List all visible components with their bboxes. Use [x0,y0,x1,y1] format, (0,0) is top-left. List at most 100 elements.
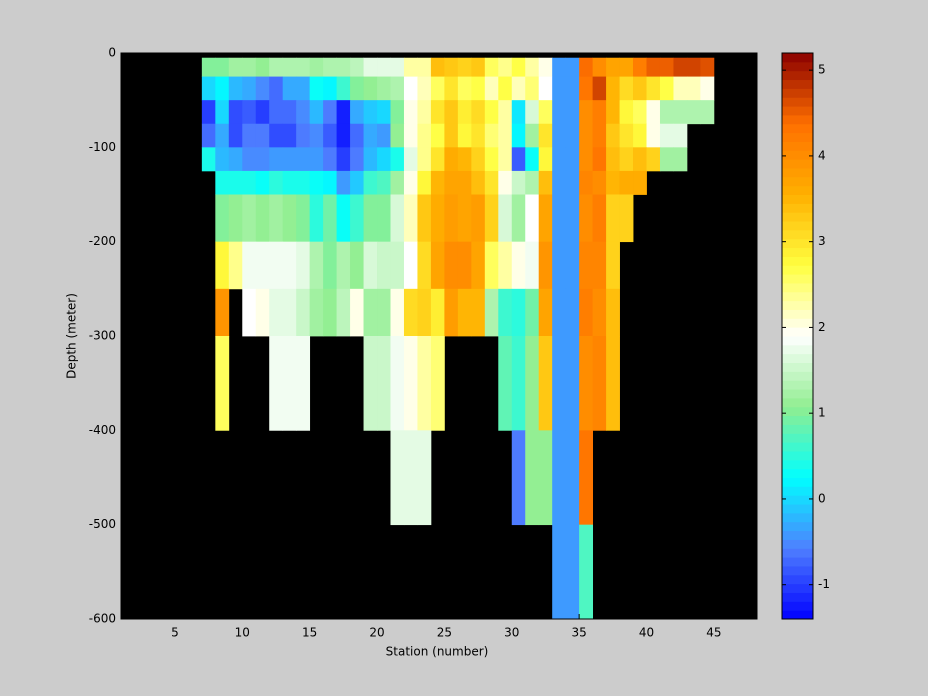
heat-cell [282,57,297,77]
heat-cell [552,170,567,195]
heat-cell [579,288,594,337]
colorbar-step [782,424,813,434]
colorbar-step [782,406,813,417]
heat-cell [457,147,472,172]
heat-cell [363,76,378,101]
heat-cell [471,123,486,148]
heat-cell [619,57,634,77]
heat-cell [471,100,486,125]
heat-cell [215,170,230,195]
colorbar-step [782,159,813,169]
heat-cell [242,100,257,125]
heat-cell [377,288,391,337]
heat-cell [296,57,311,77]
y-axis-label: Depth (meter) [65,293,79,379]
heat-cell [579,123,594,148]
heat-cell [511,336,526,431]
heat-cell [323,76,337,101]
heat-cell [686,57,701,77]
heat-cell [417,147,432,172]
heat-cell [282,336,297,431]
heat-cell [552,524,567,620]
colorbar-step [782,353,813,364]
heat-cell [390,100,405,125]
heat-cell [592,241,607,290]
heat-cell [633,57,647,77]
heat-cell [377,241,391,290]
heat-cell [538,147,553,172]
heat-cell [417,100,432,125]
colorbar-step [782,274,813,284]
heat-cell [242,288,257,337]
colorbar-step [782,530,813,540]
heat-cell [592,147,607,172]
heat-cell [350,100,364,125]
colorbar-step [782,114,813,125]
colorbar-step [782,309,813,319]
heat-cell [336,170,351,195]
heat-cell [269,147,284,172]
heat-cell [457,288,472,337]
heat-cell [673,123,688,148]
heat-cell [552,288,567,337]
heat-cell [430,170,445,195]
heat-cell [282,194,297,243]
heat-cell [484,100,499,125]
heat-cell [296,100,311,125]
colorbar-step [782,176,813,187]
heat-cell [296,241,311,290]
heat-cell [565,430,580,526]
heat-cell [390,194,405,243]
colorbar-step [782,565,813,576]
plot-frame [120,52,758,620]
colorbar-step [782,221,813,231]
colorbar-step [782,610,813,620]
colorbar-tick-label: 3 [818,234,826,248]
heat-cell [525,288,540,337]
heat-cell [700,100,715,125]
heat-cell [565,76,580,101]
heat-cell [417,170,432,195]
colorbar-step [782,327,813,337]
heat-cell [646,57,661,77]
heat-cell [579,76,594,101]
heat-cell [538,76,553,101]
heat-cell [430,147,445,172]
heat-cell [296,76,311,101]
colorbar-step [782,318,813,328]
heat-cell [403,241,418,290]
heat-cell [659,147,674,172]
heat-cell [538,430,553,526]
heat-cell [377,194,391,243]
heat-cell [444,288,459,337]
y-tick-label: -600 [89,612,116,626]
heat-cell [417,430,432,526]
heat-cell [390,170,405,195]
heat-cell [255,57,270,77]
heat-cell [403,170,418,195]
heat-cell [444,147,459,172]
heat-cell [525,147,540,172]
heat-cell [538,100,553,125]
heat-cell [511,194,526,243]
heat-cell [619,147,634,172]
heat-cell [538,123,553,148]
heat-cell [484,123,499,148]
heat-cell [552,430,567,526]
heat-cell [269,57,284,77]
heat-cell [403,336,418,431]
y-tick-label: -100 [89,140,116,154]
heat-cell [363,100,378,125]
heat-cell [552,57,567,77]
heat-cell [619,170,634,195]
heat-cell [511,76,526,101]
heat-cell [350,194,364,243]
heat-cell [673,100,688,125]
heat-cell [350,147,364,172]
colorbar-step [782,265,813,275]
heat-cell [336,288,351,337]
heat-cell [296,288,311,337]
colorbar-step [782,344,813,355]
heat-cell [228,241,243,290]
y-tick-label: -300 [89,329,116,343]
